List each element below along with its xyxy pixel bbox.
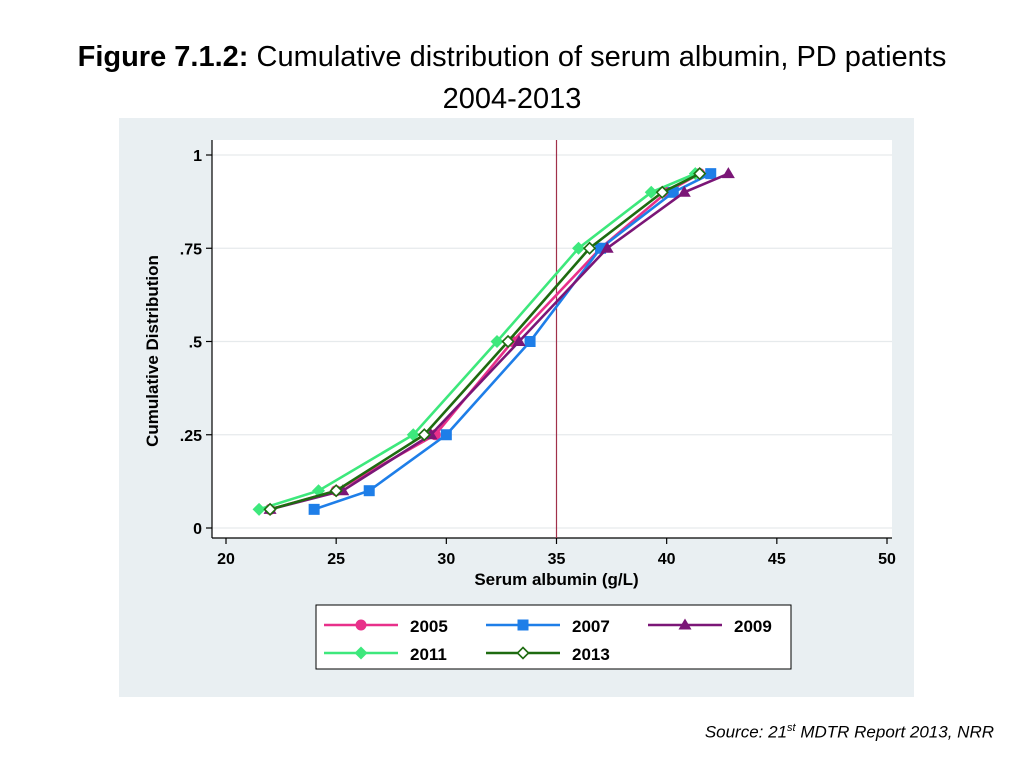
x-axis-title: Serum albumin (g/L) [474,570,638,589]
legend-label-2011: 2011 [410,645,447,664]
y-axis-title: Cumulative Distribution [143,255,162,447]
legend-marker [678,618,692,630]
x-tick-label: 50 [878,551,896,568]
y-tick-label: 0 [193,521,202,538]
data-point [655,185,669,199]
legend-marker [354,646,368,660]
legend-label-2005: 2005 [410,617,448,636]
data-point [440,429,452,441]
x-tick-label: 40 [658,551,676,568]
x-tick-label: 45 [768,551,786,568]
data-point [524,336,536,347]
data-point [572,241,586,255]
data-point [252,502,266,516]
data-point [329,484,343,498]
figure-title: Figure 7.1.2: Cumulative distribution of… [40,36,984,120]
legend-marker [516,646,530,660]
x-tick-label: 30 [437,551,455,568]
data-point [490,335,504,348]
data-point [582,241,597,255]
x-tick-label: 35 [548,551,566,568]
data-point [308,503,320,515]
legend-label-2009: 2009 [734,617,772,636]
legend-label-2007: 2007 [572,617,610,636]
data-point [721,167,735,179]
data-point [363,485,375,497]
legend-label-2013: 2013 [572,645,610,664]
y-tick-label: 1 [193,148,202,165]
data-point [644,185,658,199]
chart: 0 .25 .5 .75 1 20 25 30 35 40 45 50 Serum albumin (g… [143,140,896,670]
data-point [677,185,691,197]
data-point [417,428,431,442]
series-2013 [263,167,707,516]
data-point [693,167,707,181]
figure-number: Figure 7.1.2: [77,41,249,73]
legend-marker [517,619,529,631]
data-point [667,186,679,198]
data-point [595,242,607,254]
source-superscript: st [787,722,796,734]
source-note: Source: 21st MDTR Report 2013, NRR [705,722,994,743]
source-suffix: MDTR Report 2013, NRR [795,722,994,742]
x-tick-label: 25 [327,551,345,568]
x-tick-label: 20 [217,551,235,568]
y-tick-label: .25 [180,428,202,445]
series-2007 [308,168,717,515]
data-point [263,502,277,516]
legend-box [315,604,792,670]
y-tick-label: .75 [180,241,202,258]
y-tick-label: .5 [189,335,202,352]
plot-area [212,140,892,538]
legend-marker [355,619,367,631]
source-prefix: Source: 21 [704,722,788,742]
legend: 2005 2007 2009 2011 2013 [315,604,792,670]
chart-panel: 0 .25 .5 .75 1 20 25 30 35 40 45 50 Serum albumin (g… [119,118,914,697]
data-point [501,334,515,349]
data-point [406,428,420,442]
data-point [705,168,717,180]
data-point [600,241,614,253]
data-point [512,335,526,346]
figure-caption: Cumulative distribution of serum albumin… [248,41,947,115]
